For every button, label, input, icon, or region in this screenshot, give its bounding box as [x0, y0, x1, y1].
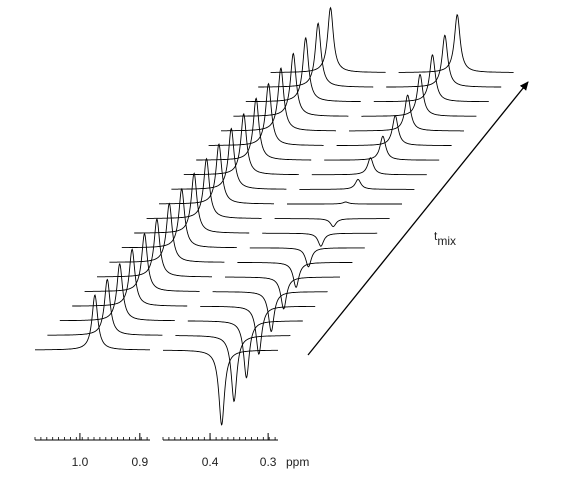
x-tick-label: 1.0 [72, 455, 89, 469]
spectrum-trace [212, 291, 328, 333]
spectrum-trace [262, 232, 378, 247]
spectrum-trace [233, 52, 349, 117]
x-tick-label: 0.3 [260, 455, 277, 469]
mixing-time-arrow [307, 81, 529, 356]
spectrum-trace [349, 94, 464, 132]
spectrum-trace [196, 97, 312, 161]
spectrum-trace [109, 202, 225, 263]
spectrum-trace [159, 143, 274, 205]
annotation: tmix [434, 229, 456, 248]
spectrum-trace [274, 218, 390, 228]
x-axis-label: ppm [286, 455, 309, 469]
spectrum-trace [249, 247, 365, 268]
spectrum-trace [336, 115, 452, 146]
spectrum-trace [84, 232, 200, 292]
spectrum-trace [299, 178, 415, 190]
spectrum-trace [225, 276, 340, 310]
spectrum-trace [175, 335, 291, 403]
spectrum-trace [258, 22, 374, 88]
spectrum-trace [221, 67, 336, 132]
spectrum-trace [47, 278, 163, 336]
spectrum-trace [35, 294, 150, 351]
spectrum-trace [183, 112, 299, 176]
spectrum-trace [237, 262, 353, 288]
spectrum-trace [398, 13, 514, 73]
spectrum-trace [287, 201, 402, 205]
spectrum-trace [245, 36, 361, 103]
spectrum-trace [324, 135, 440, 161]
spectrum-trace [97, 218, 212, 278]
spectrum-trace [163, 349, 278, 426]
spectrum-trace [373, 54, 489, 103]
spectrum-trace [171, 127, 287, 190]
spectrum-trace [208, 82, 324, 146]
spectrum-trace [200, 305, 316, 355]
x-tick-label: 0.9 [131, 455, 148, 469]
spectrum-trace [72, 248, 188, 307]
spectrum-trace [187, 320, 303, 379]
spectrum-trace [311, 157, 427, 176]
spectrum-trace [270, 6, 386, 73]
spectrum-trace [361, 73, 477, 117]
spectrum-trace [146, 157, 262, 219]
spectrum-trace [59, 262, 175, 322]
x-tick-label: 0.4 [202, 455, 219, 469]
spectrum-trace [134, 172, 250, 234]
spectrum-trace [121, 187, 237, 249]
spectrum-trace [386, 34, 502, 88]
